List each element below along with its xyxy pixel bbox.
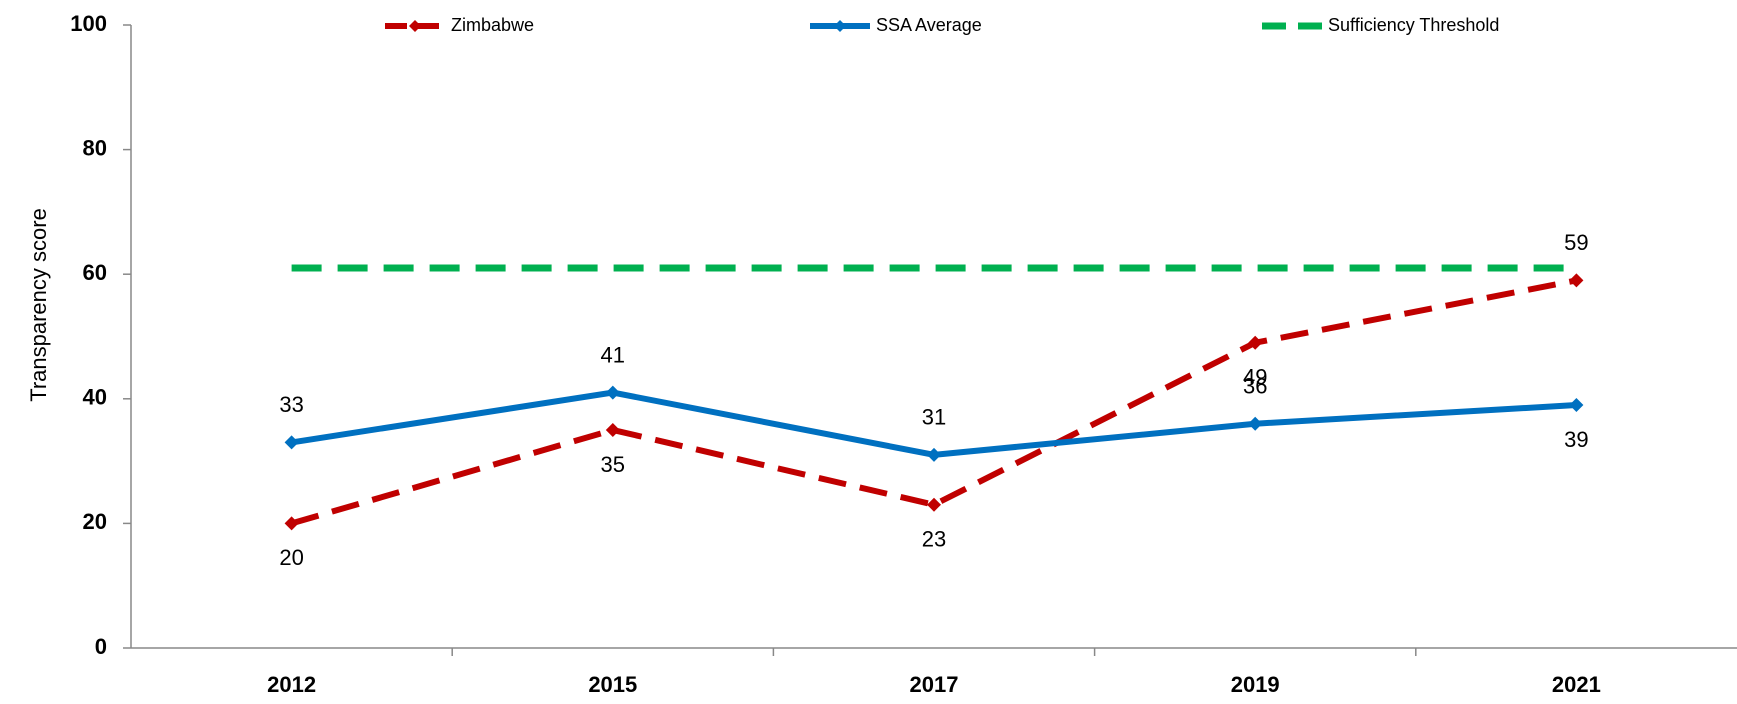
value-label: 36 (1243, 374, 1267, 399)
x-tick-label: 2021 (1552, 672, 1601, 697)
marker (927, 497, 941, 512)
y-tick-label: 40 (83, 385, 107, 410)
value-label: 31 (922, 405, 946, 430)
value-label: 20 (279, 545, 303, 570)
value-label: 41 (601, 342, 625, 367)
x-tick-label: 2019 (1231, 672, 1280, 697)
value-label: 59 (1564, 230, 1588, 255)
y-axis-label: Transparency score (26, 208, 51, 402)
x-tick-label: 2012 (267, 672, 316, 697)
value-label: 23 (922, 527, 946, 552)
value-label: 35 (601, 452, 625, 477)
marker (1248, 416, 1263, 431)
legend-marker (409, 20, 421, 32)
marker (1248, 335, 1263, 350)
legend-label: SSA Average (876, 15, 982, 35)
marker (1569, 398, 1584, 413)
value-label: 39 (1564, 427, 1588, 452)
legend-label: Sufficiency Threshold (1328, 15, 1499, 35)
legend-marker (834, 20, 846, 32)
y-tick-label: 100 (70, 11, 107, 36)
marker (1569, 273, 1584, 288)
x-tick-label: 2017 (910, 672, 959, 697)
y-tick-label: 80 (83, 135, 107, 160)
y-tick-label: 60 (83, 260, 107, 285)
y-tick-label: 0 (95, 634, 107, 659)
marker (284, 435, 299, 450)
marker (605, 385, 620, 400)
y-tick-label: 20 (83, 509, 107, 534)
value-label: 49 (1243, 365, 1267, 390)
value-label: 33 (279, 392, 303, 417)
marker (284, 516, 299, 531)
marker (927, 447, 941, 462)
legend-label: Zimbabwe (451, 15, 534, 35)
x-tick-label: 2015 (588, 672, 637, 697)
marker (605, 422, 620, 437)
series-line (290, 277, 1577, 527)
